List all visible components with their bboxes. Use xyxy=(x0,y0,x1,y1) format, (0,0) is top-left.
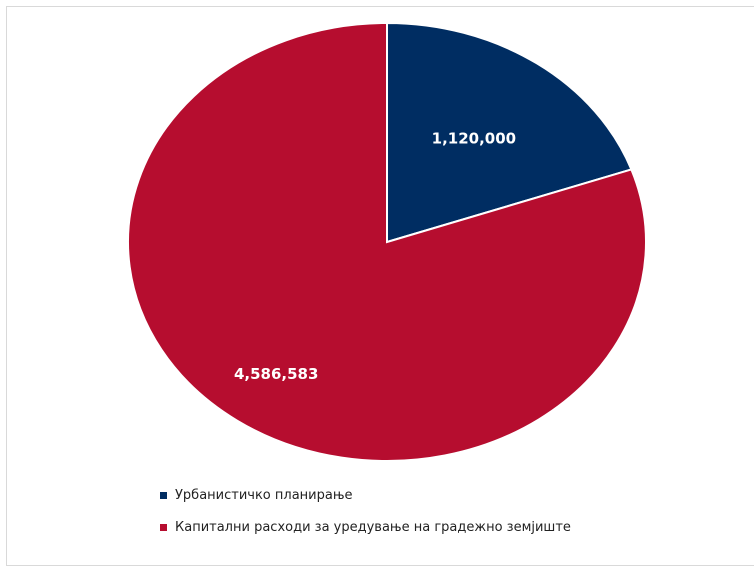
legend-swatch-capital-expenditures xyxy=(160,523,167,531)
slice-capital-expenditures xyxy=(127,21,647,462)
legend: Урбанистичко планирање Капитални расходи… xyxy=(160,486,571,550)
pie-chart: 1,120,000 4,586,583 xyxy=(127,21,647,462)
legend-swatch-urban-planning xyxy=(160,491,167,499)
data-label-urban-planning: 1,120,000 xyxy=(432,129,516,147)
legend-item-urban-planning: Урбанистичко планирање xyxy=(160,486,571,504)
pie-slices xyxy=(127,21,647,462)
legend-item-capital-expenditures: Капитални расходи за уредување на градеж… xyxy=(160,518,571,536)
legend-label-capital-expenditures: Капитални расходи за уредување на градеж… xyxy=(175,519,571,535)
legend-label-urban-planning: Урбанистичко планирање xyxy=(175,487,353,503)
data-label-capital-expenditures: 4,586,583 xyxy=(234,365,318,383)
pie-data-labels: 1,120,000 4,586,583 xyxy=(234,129,516,383)
